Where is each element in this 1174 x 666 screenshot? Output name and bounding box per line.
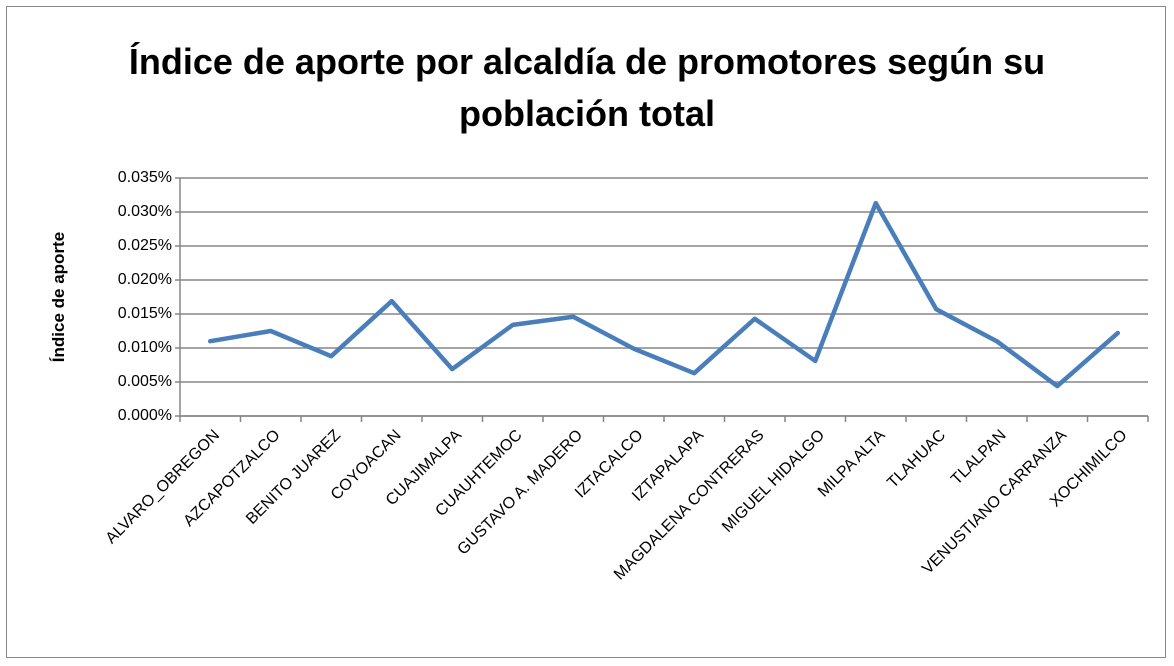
chart-title: Índice de aporte por alcaldía de promoto…	[128, 41, 1046, 134]
y-tick-label: 0.010%	[118, 339, 172, 356]
data-line	[208, 200, 1120, 389]
x-tick-label: TLAHUAC	[884, 427, 949, 492]
y-tick-label: 0.000%	[118, 407, 172, 424]
x-tick-label: ALVARO_OBREGON	[103, 427, 223, 547]
y-tick-label: 0.030%	[118, 203, 172, 220]
x-tick-label: GUSTAVO A. MADERO	[454, 427, 586, 559]
x-tick-label: MIGUEL HIDALGO	[719, 427, 828, 536]
y-tick-label: 0.005%	[118, 373, 172, 390]
y-tick-label: 0.015%	[118, 305, 172, 322]
y-axis-label: Índice de aporte	[49, 232, 68, 362]
y-tick-label: 0.020%	[118, 271, 172, 288]
y-tick-label: 0.035%	[118, 169, 172, 186]
y-tick-label: 0.025%	[118, 237, 172, 254]
x-tick-label: TLALPAN	[948, 427, 1009, 488]
chart-frame	[6, 6, 1166, 658]
